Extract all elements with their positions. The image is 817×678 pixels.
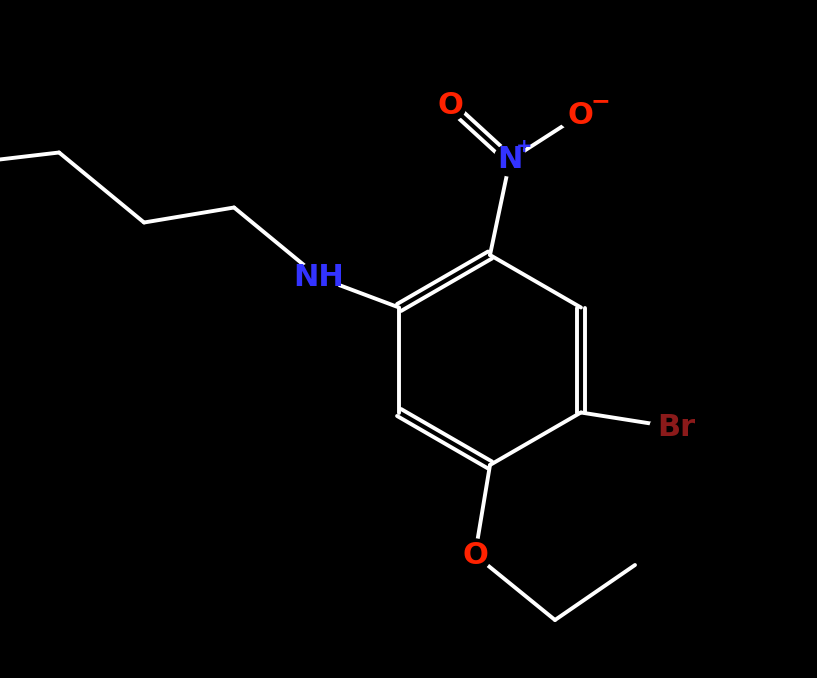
Text: −: − bbox=[590, 89, 609, 113]
Ellipse shape bbox=[297, 262, 341, 294]
Text: O: O bbox=[437, 90, 463, 119]
Text: O: O bbox=[567, 100, 593, 129]
Text: NH: NH bbox=[293, 263, 345, 292]
Text: N: N bbox=[498, 146, 523, 174]
Text: Br: Br bbox=[657, 413, 695, 442]
Ellipse shape bbox=[494, 144, 526, 176]
Text: +: + bbox=[516, 136, 532, 155]
Text: O: O bbox=[462, 540, 488, 570]
Ellipse shape bbox=[459, 539, 491, 571]
Ellipse shape bbox=[558, 99, 602, 131]
Ellipse shape bbox=[434, 89, 466, 121]
Ellipse shape bbox=[650, 412, 702, 443]
